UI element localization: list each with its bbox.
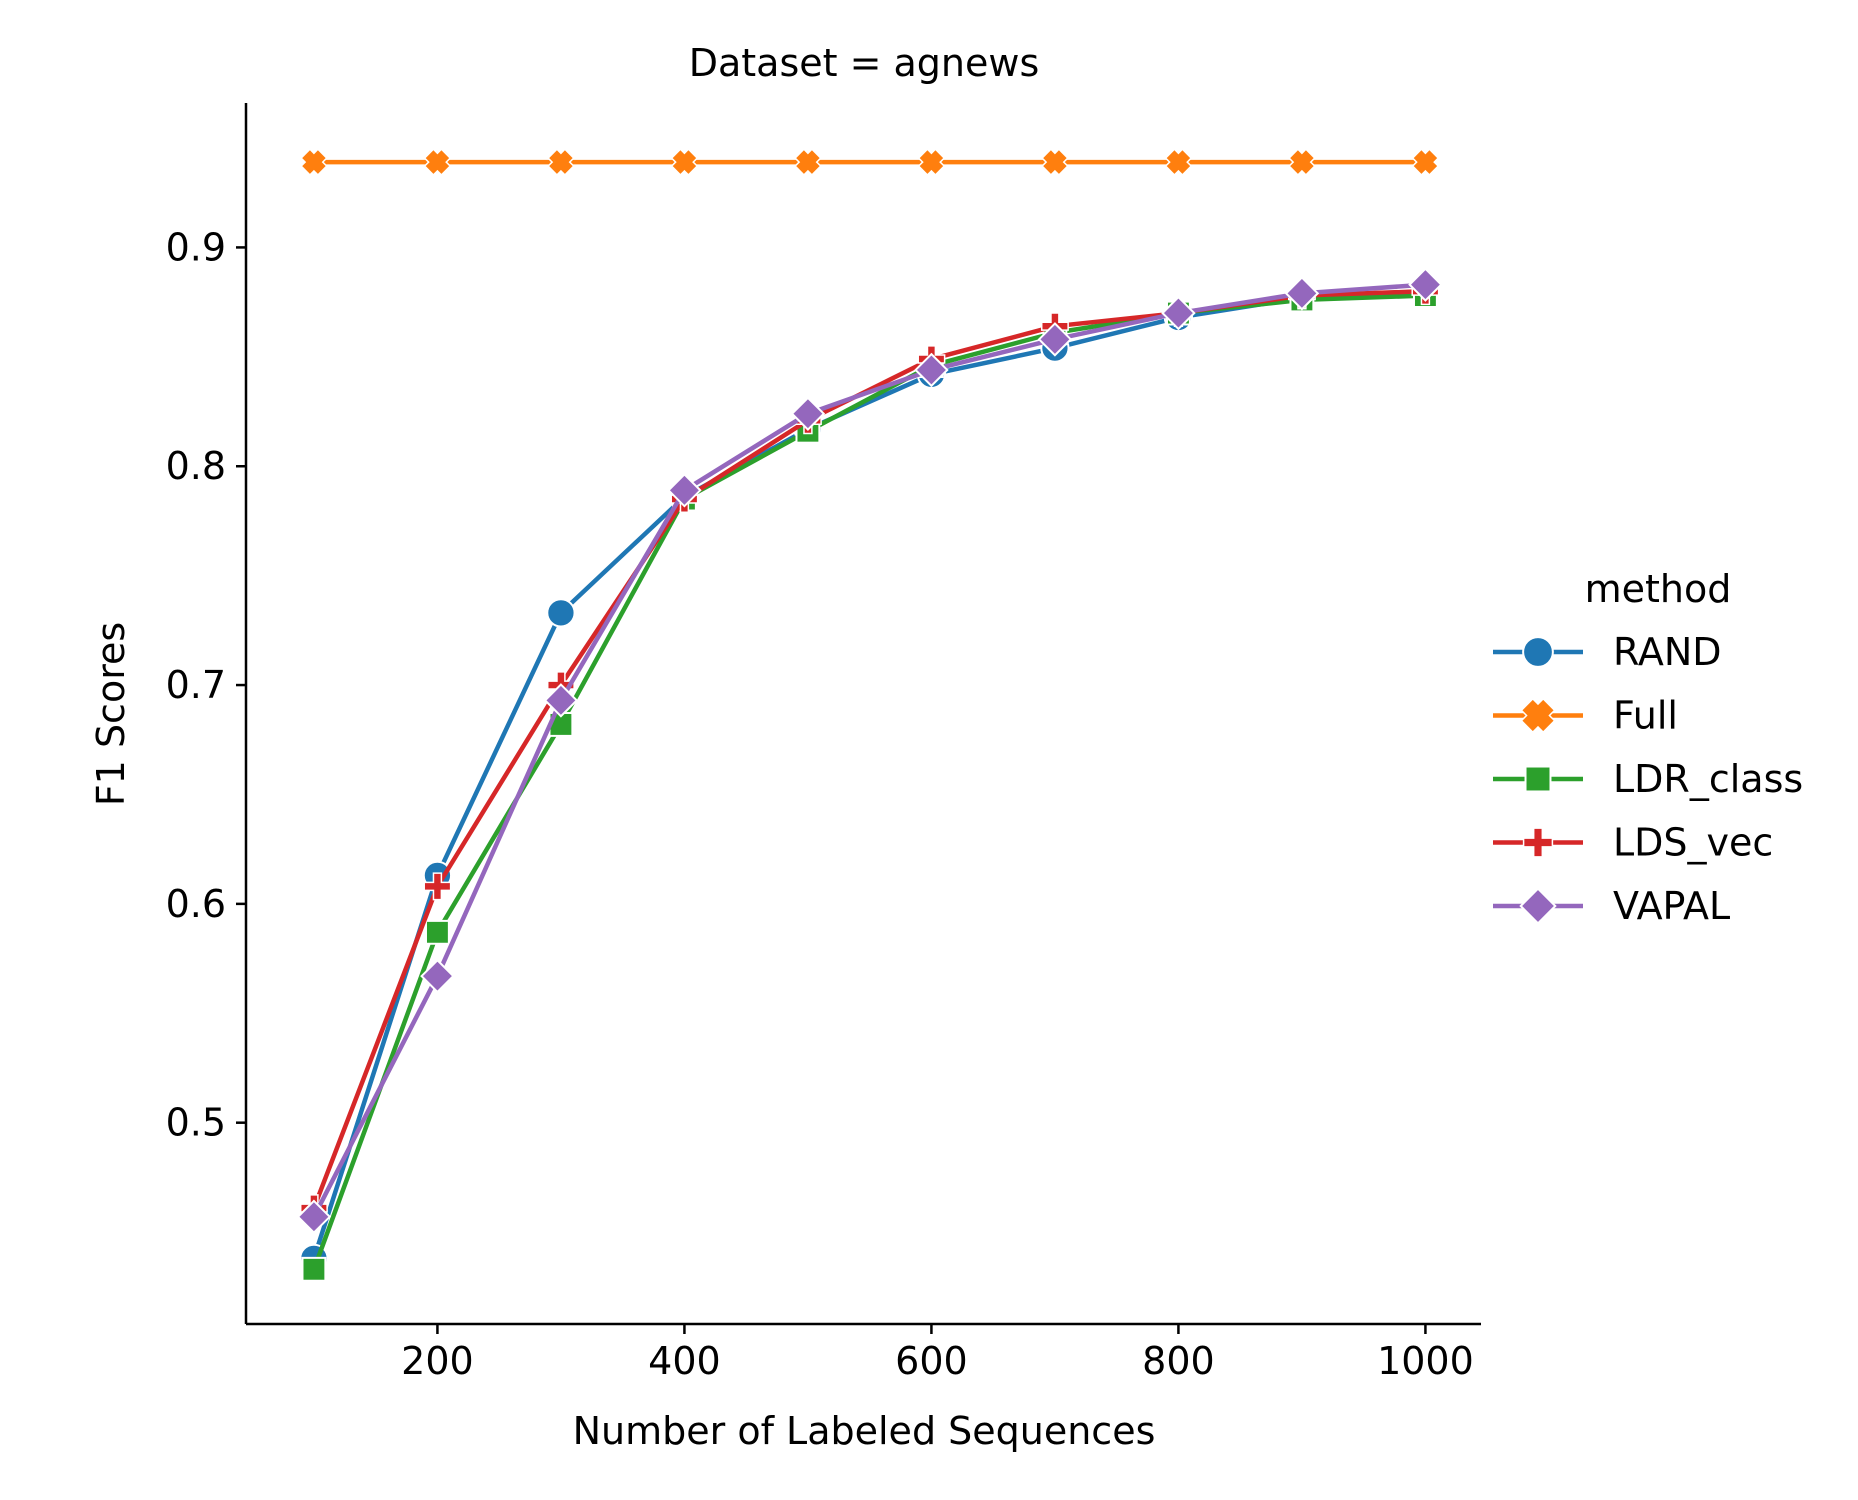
series-line-vapal — [311, 282, 1426, 1218]
chart-title: Dataset = agnews — [689, 41, 1040, 85]
series-full — [300, 148, 1440, 176]
legend-title: method — [1585, 567, 1732, 611]
data-point-full — [423, 148, 452, 176]
x-tick-label: 200 — [401, 1339, 474, 1383]
legend: method RAND Full LDR_class LDS_vec VAPAL — [1493, 567, 1803, 928]
data-point-vapal — [1284, 276, 1320, 311]
data-point-vapal — [296, 1199, 332, 1235]
x-tick-label: 400 — [648, 1339, 721, 1383]
legend-item-lds-vec: LDS_vec — [1493, 821, 1773, 865]
data-point-vapal — [543, 683, 579, 718]
legend-item-full: Full — [1493, 694, 1678, 738]
y-tick-label: 0.8 — [166, 444, 226, 488]
y-tick-label: 0.7 — [166, 663, 226, 707]
legend-label-lds-vec: LDS_vec — [1613, 821, 1773, 865]
series-ldr-class — [301, 283, 1438, 1282]
data-point-rand — [546, 598, 576, 628]
data-point-vapal — [1161, 295, 1196, 331]
plot-area — [296, 148, 1443, 1282]
data-point-full — [1164, 148, 1193, 176]
x-axis-label: Number of Labeled Sequences — [573, 1409, 1156, 1453]
y-tick-label: 0.9 — [166, 225, 226, 269]
data-point-full — [1288, 148, 1316, 176]
legend-label-ldr-class: LDR_class — [1613, 757, 1803, 801]
y-axis-ticks: 0.5 0.6 0.7 0.8 0.9 — [166, 225, 246, 1145]
y-axis-label: F1 Scores — [89, 622, 133, 806]
series-line-rand — [311, 288, 1426, 1260]
legend-marker-vapal — [1519, 887, 1557, 925]
legend-item-vapal: VAPAL — [1493, 884, 1730, 928]
series-vapal — [296, 267, 1443, 1235]
legend-label-vapal: VAPAL — [1613, 884, 1730, 928]
legend-item-ldr-class: LDR_class — [1493, 757, 1803, 801]
y-tick-label: 0.6 — [166, 882, 226, 926]
data-point-vapal — [1037, 322, 1073, 357]
series-rand — [299, 276, 1441, 1273]
legend-label-full: Full — [1613, 694, 1678, 738]
y-tick-label: 0.5 — [166, 1101, 226, 1145]
data-point-ldr-class — [301, 1256, 327, 1282]
legend-marker-full — [1520, 697, 1556, 734]
data-point-full — [1041, 148, 1069, 176]
legend-marker-ldr-class — [1524, 765, 1552, 793]
legend-marker-lds-vec — [1522, 827, 1554, 858]
legend-item-rand: RAND — [1493, 630, 1722, 674]
data-point-vapal — [790, 396, 826, 431]
series-line-lds-vec — [311, 288, 1426, 1209]
data-point-vapal — [667, 473, 702, 508]
x-tick-label: 600 — [895, 1339, 968, 1383]
x-tick-label: 800 — [1142, 1339, 1215, 1383]
legend-label-rand: RAND — [1613, 630, 1722, 674]
data-point-lds-vec — [423, 872, 452, 901]
data-point-ldr-class — [424, 919, 450, 945]
data-point-full — [547, 148, 575, 176]
data-point-vapal — [1408, 267, 1443, 302]
data-point-full — [917, 148, 946, 176]
x-tick-label: 1000 — [1377, 1339, 1474, 1383]
series-lds-vec — [299, 277, 1440, 1222]
data-point-full — [794, 148, 822, 176]
data-point-full — [300, 148, 328, 176]
x-axis-ticks: 200 400 600 800 1000 — [401, 1324, 1474, 1383]
legend-marker-rand — [1522, 636, 1554, 668]
data-point-vapal — [420, 958, 455, 994]
data-point-full — [670, 148, 699, 176]
data-point-vapal — [914, 352, 949, 388]
data-point-full — [1411, 148, 1440, 176]
